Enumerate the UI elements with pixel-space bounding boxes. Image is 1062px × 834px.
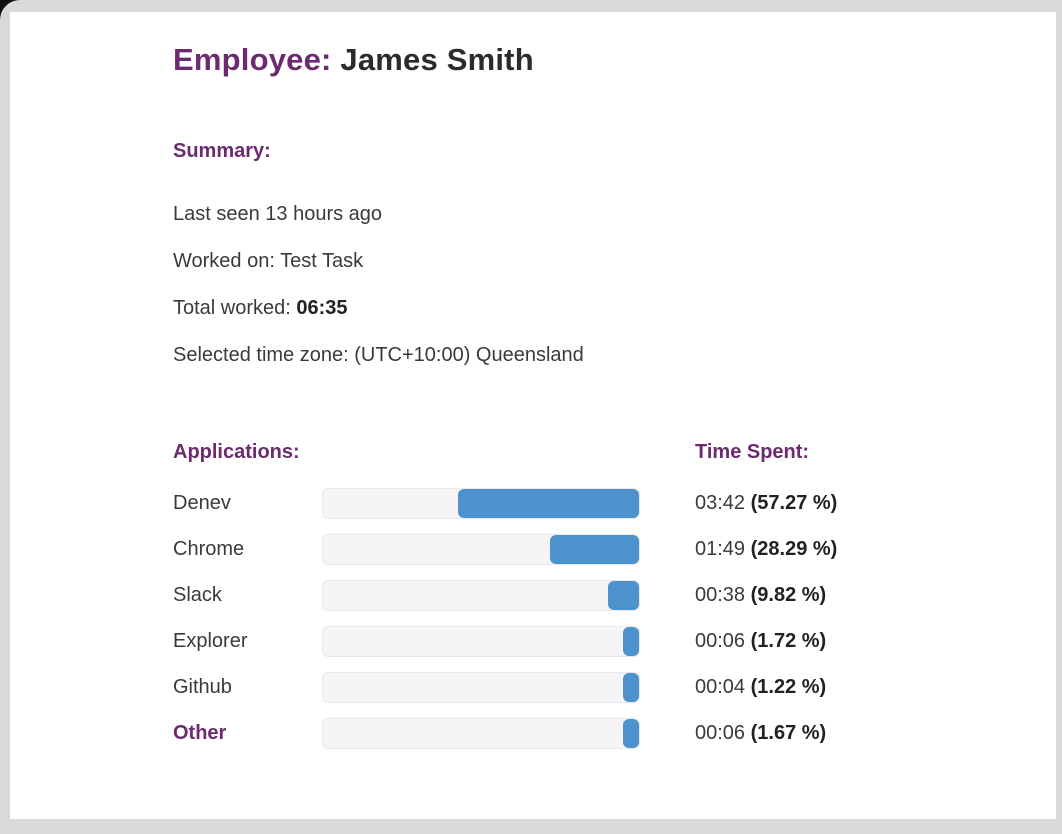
app-row: Denev 03:42 (57.27 %)	[173, 480, 1056, 526]
app-time: 00:06 (1.67 %)	[640, 722, 1056, 745]
app-row: Slack 00:38 (9.82 %)	[173, 572, 1056, 618]
employee-label: Employee:	[173, 42, 332, 77]
applications-heading: Applications:	[173, 441, 300, 463]
time-spent-heading: Time Spent:	[695, 441, 810, 463]
app-row: Explorer 00:06 (1.72 %)	[173, 618, 1056, 664]
app-time-percent: (28.29 %)	[750, 537, 838, 560]
app-time-value: 00:04	[695, 675, 746, 698]
app-usage-bar-track	[322, 717, 640, 749]
total-worked-value: 06:35	[296, 297, 348, 319]
app-usage-bar-track	[322, 579, 640, 611]
total-worked-text: Total worked: 06:35	[173, 285, 1056, 332]
app-time-value: 03:42	[695, 491, 746, 514]
app-name: Explorer	[173, 629, 248, 652]
summary-heading: Summary:	[173, 140, 271, 162]
app-time: 00:38 (9.82 %)	[640, 584, 1056, 607]
summary-lines: Last seen 13 hours ago Worked on: Test T…	[173, 191, 1056, 379]
app-name: Github	[173, 675, 232, 698]
report-content: Employee: James Smith Summary: Last seen…	[10, 12, 1056, 756]
app-usage-bar-track	[322, 487, 640, 519]
app-name: Chrome	[173, 537, 245, 560]
app-row: Github 00:04 (1.22 %)	[173, 664, 1056, 710]
app-rows: Denev 03:42 (57.27 %) Chrome 01:49 (28.2…	[173, 480, 1056, 756]
app-name: Denev	[173, 491, 231, 514]
app-time: 01:49 (28.29 %)	[640, 538, 1056, 561]
app-usage-bar-fill	[623, 672, 639, 702]
employee-name: James Smith	[331, 42, 534, 77]
app-time-percent: (1.67 %)	[750, 721, 827, 744]
app-time-percent: (1.22 %)	[750, 675, 827, 698]
app-usage-bar-fill	[458, 488, 639, 518]
app-time-value: 00:06	[695, 721, 746, 744]
app-time-value: 00:06	[695, 629, 746, 652]
page-title: Employee: James Smith	[173, 42, 1056, 78]
app-usage-bar-track	[322, 671, 640, 703]
app-name: Slack	[173, 583, 222, 606]
app-usage-bar-fill	[549, 534, 639, 564]
worked-on-text: Worked on: Test Task	[173, 250, 364, 272]
app-usage-bar-fill	[607, 580, 639, 610]
app-time-percent: (9.82 %)	[750, 583, 827, 606]
app-row: Other 00:06 (1.67 %)	[173, 710, 1056, 756]
applications-header-row: Applications: Time Spent:	[173, 441, 1056, 464]
last-seen-text: Last seen 13 hours ago	[173, 203, 383, 225]
total-worked-label: Total worked:	[173, 297, 297, 319]
app-name: Other	[173, 721, 227, 744]
app-time: 03:42 (57.27 %)	[640, 492, 1056, 515]
applications-section: Applications: Time Spent: Denev 03:42 (5…	[173, 441, 1056, 756]
app-usage-bar-track	[322, 625, 640, 657]
app-row: Chrome 01:49 (28.29 %)	[173, 526, 1056, 572]
app-time-value: 00:38	[695, 583, 746, 606]
app-usage-bar-fill	[623, 718, 639, 748]
timezone-text: Selected time zone: (UTC+10:00) Queensla…	[173, 344, 584, 366]
app-time: 00:06 (1.72 %)	[640, 630, 1056, 653]
app-usage-bar-track	[322, 533, 640, 565]
report-card: Employee: James Smith Summary: Last seen…	[10, 12, 1056, 819]
app-time-percent: (1.72 %)	[750, 629, 827, 652]
app-time-value: 01:49	[695, 537, 746, 560]
app-time-percent: (57.27 %)	[750, 491, 838, 514]
app-usage-bar-fill	[623, 626, 639, 656]
app-time: 00:04 (1.22 %)	[640, 676, 1056, 699]
